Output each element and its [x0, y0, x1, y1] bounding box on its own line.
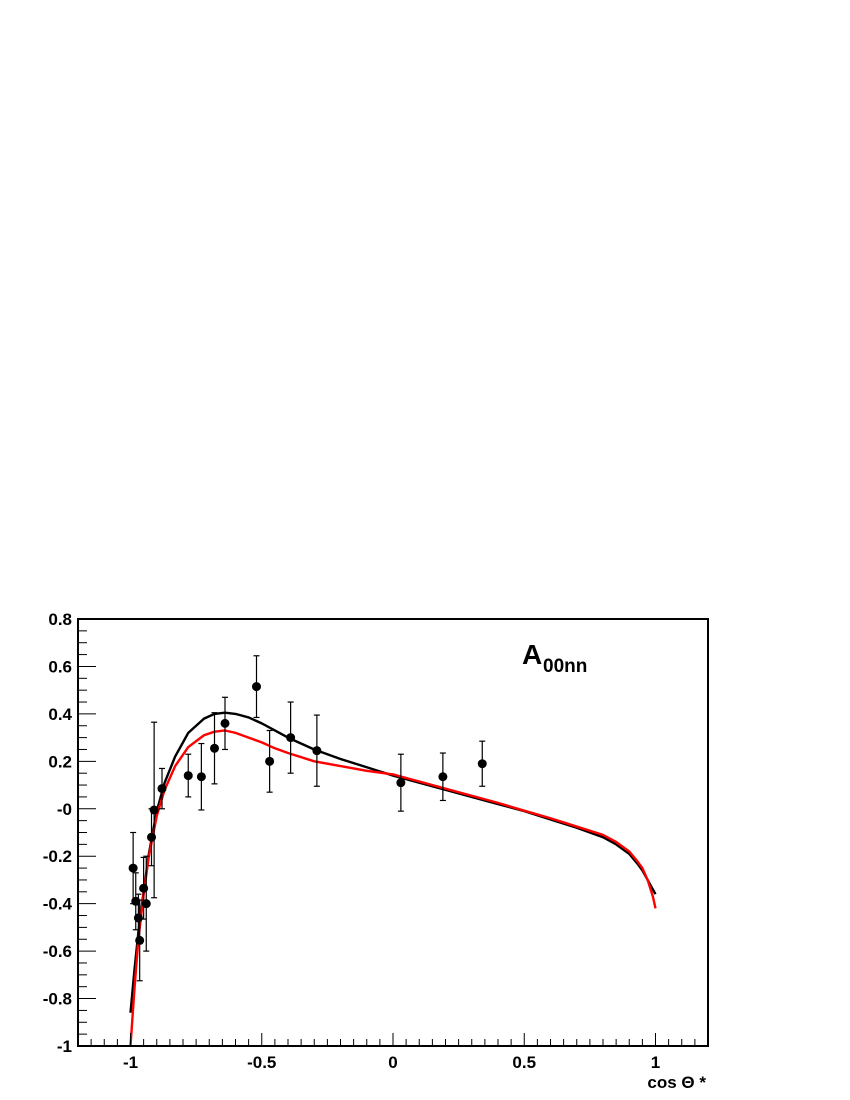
data-point-marker — [312, 746, 322, 756]
y-tick-label: -0.6 — [43, 942, 72, 961]
annotation-sub: 00nn — [543, 656, 587, 677]
data-point-marker — [196, 772, 206, 782]
data-point-marker — [265, 756, 275, 766]
y-tick-label: 0.4 — [48, 705, 72, 724]
data-point — [252, 655, 261, 719]
data-point-marker — [210, 743, 219, 753]
data-point-marker — [135, 935, 145, 945]
data-point — [196, 742, 206, 811]
x-axis-title: cos Θ * — [647, 1073, 706, 1092]
y-tick-label: 0.8 — [48, 610, 72, 629]
data-point-marker — [183, 771, 193, 781]
data-points — [128, 655, 487, 982]
y-tick-label: -1 — [57, 1037, 72, 1056]
data-point — [135, 899, 145, 982]
annotation-main: A — [522, 639, 542, 670]
data-point — [183, 753, 193, 798]
data-point-marker — [128, 863, 138, 873]
y-tick-label: -0.2 — [43, 847, 72, 866]
y-tick-label: 0.2 — [48, 752, 72, 771]
x-tick-label: -0.5 — [247, 1053, 276, 1072]
data-point — [141, 855, 151, 952]
data-point-marker — [149, 805, 159, 815]
series-line-2 — [129, 729, 657, 1047]
data-point — [210, 712, 219, 785]
data-point — [312, 714, 322, 787]
data-point-marker — [396, 778, 406, 788]
y-tick-label: -0 — [57, 800, 72, 819]
x-tick-label: 0.5 — [512, 1053, 536, 1072]
x-tick-label: -1 — [123, 1053, 138, 1072]
y-tick-label: 0.6 — [48, 657, 72, 676]
data-point — [157, 767, 167, 810]
y-tick-label: -0.8 — [43, 990, 72, 1009]
x-tick-label: 1 — [651, 1053, 660, 1072]
data-point-marker — [157, 784, 167, 794]
x-axis-ticks: -1 -0.5 0 0.5 1 — [77, 1033, 709, 1072]
data-point — [477, 740, 487, 787]
data-point — [438, 752, 448, 802]
data-point — [265, 729, 275, 793]
data-point — [286, 701, 296, 774]
data-point-marker — [477, 759, 487, 769]
y-axis-ticks: -1 -0.8 -0.6 -0.4 -0.2 -0 0.2 0.4 0.6 0.8 — [43, 610, 96, 1056]
data-point-marker — [220, 718, 230, 728]
data-point — [149, 721, 159, 899]
x-tick-label: 0 — [388, 1053, 397, 1072]
y-tick-label: -0.4 — [43, 895, 73, 914]
data-point-marker — [133, 913, 143, 923]
data-point — [220, 696, 230, 751]
data-point-marker — [141, 899, 151, 909]
data-point-marker — [252, 682, 261, 692]
data-point-marker — [286, 733, 296, 743]
data-point-marker — [438, 772, 448, 782]
data-point — [396, 753, 406, 812]
chart-annotation: A 00nn — [522, 639, 587, 677]
